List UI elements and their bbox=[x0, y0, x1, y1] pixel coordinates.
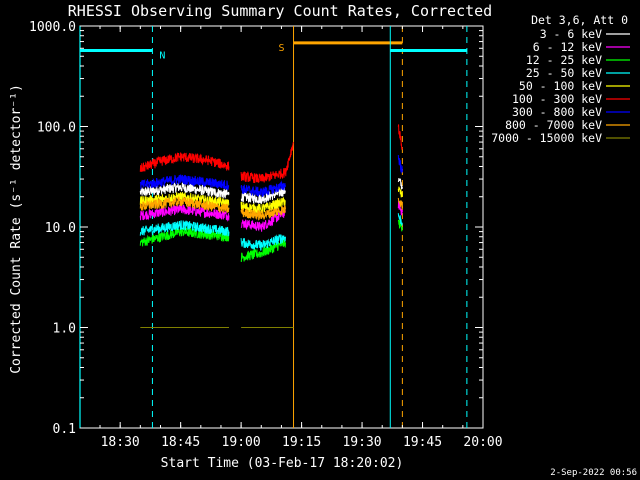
annotation-label-n: N bbox=[159, 51, 165, 62]
series-line-5-seg-0 bbox=[139, 152, 230, 172]
series-line-0-seg-0 bbox=[139, 182, 230, 199]
annotation-label-s: S bbox=[279, 43, 285, 54]
series-line-3-seg-1 bbox=[240, 233, 286, 251]
legend-label-1: 6 - 12 keV bbox=[533, 40, 602, 54]
series-line-6-seg-2 bbox=[397, 154, 403, 174]
legend-label-2: 12 - 25 keV bbox=[526, 53, 602, 67]
series-line-0-seg-2 bbox=[397, 177, 403, 190]
series-line-3-seg-0 bbox=[139, 220, 230, 237]
footer-timestamp: 2-Sep-2022 00:56 bbox=[550, 468, 637, 478]
series-line-4-seg-1 bbox=[240, 197, 286, 216]
legend-label-8: 7000 - 15000 keV bbox=[491, 131, 602, 145]
x-tick-label-6: 20:00 bbox=[463, 435, 502, 450]
legend-label-5: 100 - 300 keV bbox=[512, 92, 602, 106]
y-axis-label: Corrected Count Rate (s⁻¹ detector⁻¹) bbox=[9, 84, 24, 374]
plot-area bbox=[79, 25, 484, 429]
series-line-7-seg-1 bbox=[240, 205, 286, 221]
x-tick-label-5: 19:45 bbox=[403, 435, 442, 450]
x-tick-label-0: 18:30 bbox=[101, 435, 140, 450]
series-line-7-seg-0 bbox=[139, 196, 230, 214]
y-tick-label-3: 100.0 bbox=[37, 121, 76, 136]
series-line-4-seg-2 bbox=[397, 186, 403, 198]
y-tick-label-2: 10.0 bbox=[45, 221, 76, 236]
legend-label-3: 25 - 50 keV bbox=[526, 66, 602, 80]
x-tick-label-4: 19:30 bbox=[342, 435, 381, 450]
legend-label-4: 50 - 100 keV bbox=[519, 79, 602, 93]
series-line-5-seg-2 bbox=[397, 124, 403, 150]
series-line-2-seg-0 bbox=[139, 226, 230, 247]
axes: 18:30 18:45 19:00 19:15 19:30 19:45 20:00 0.1 1.… bbox=[29, 20, 503, 450]
series-line-1-seg-0 bbox=[139, 204, 230, 222]
legend-label-7: 800 - 7000 keV bbox=[505, 118, 602, 132]
x-tick-label-3: 19:15 bbox=[282, 435, 321, 450]
series-line-5-seg-1 bbox=[240, 141, 294, 184]
y-tick-label-1: 1.0 bbox=[53, 322, 76, 337]
series-line-7-seg-2 bbox=[397, 197, 403, 210]
series-line-1-seg-2 bbox=[397, 200, 403, 216]
x-axis-label: Start Time (03-Feb-17 18:20:02) bbox=[161, 456, 404, 471]
chart-title: RHESSI Observing Summary Count Rates, Co… bbox=[68, 2, 492, 20]
y-tick-label-0: 0.1 bbox=[53, 422, 76, 437]
plot-frame bbox=[79, 25, 484, 429]
x-tick-label-2: 19:00 bbox=[222, 435, 261, 450]
series-line-6-seg-0 bbox=[139, 174, 230, 191]
legend-title: Det 3,6, Att 0 bbox=[531, 13, 628, 27]
y-tick-label-4: 1000.0 bbox=[29, 20, 76, 35]
series-line-6-seg-1 bbox=[240, 180, 286, 197]
series-line-3-seg-2 bbox=[397, 213, 403, 226]
x-tick-label-1: 18:45 bbox=[161, 435, 200, 450]
series-line-1-seg-1 bbox=[240, 207, 286, 232]
series-layer bbox=[139, 124, 403, 328]
annotation-layer: NS bbox=[79, 26, 468, 428]
legend-label-6: 300 - 800 keV bbox=[512, 105, 602, 119]
series-line-2-seg-1 bbox=[240, 238, 286, 262]
legend-label-0: 3 - 6 keV bbox=[540, 27, 602, 41]
